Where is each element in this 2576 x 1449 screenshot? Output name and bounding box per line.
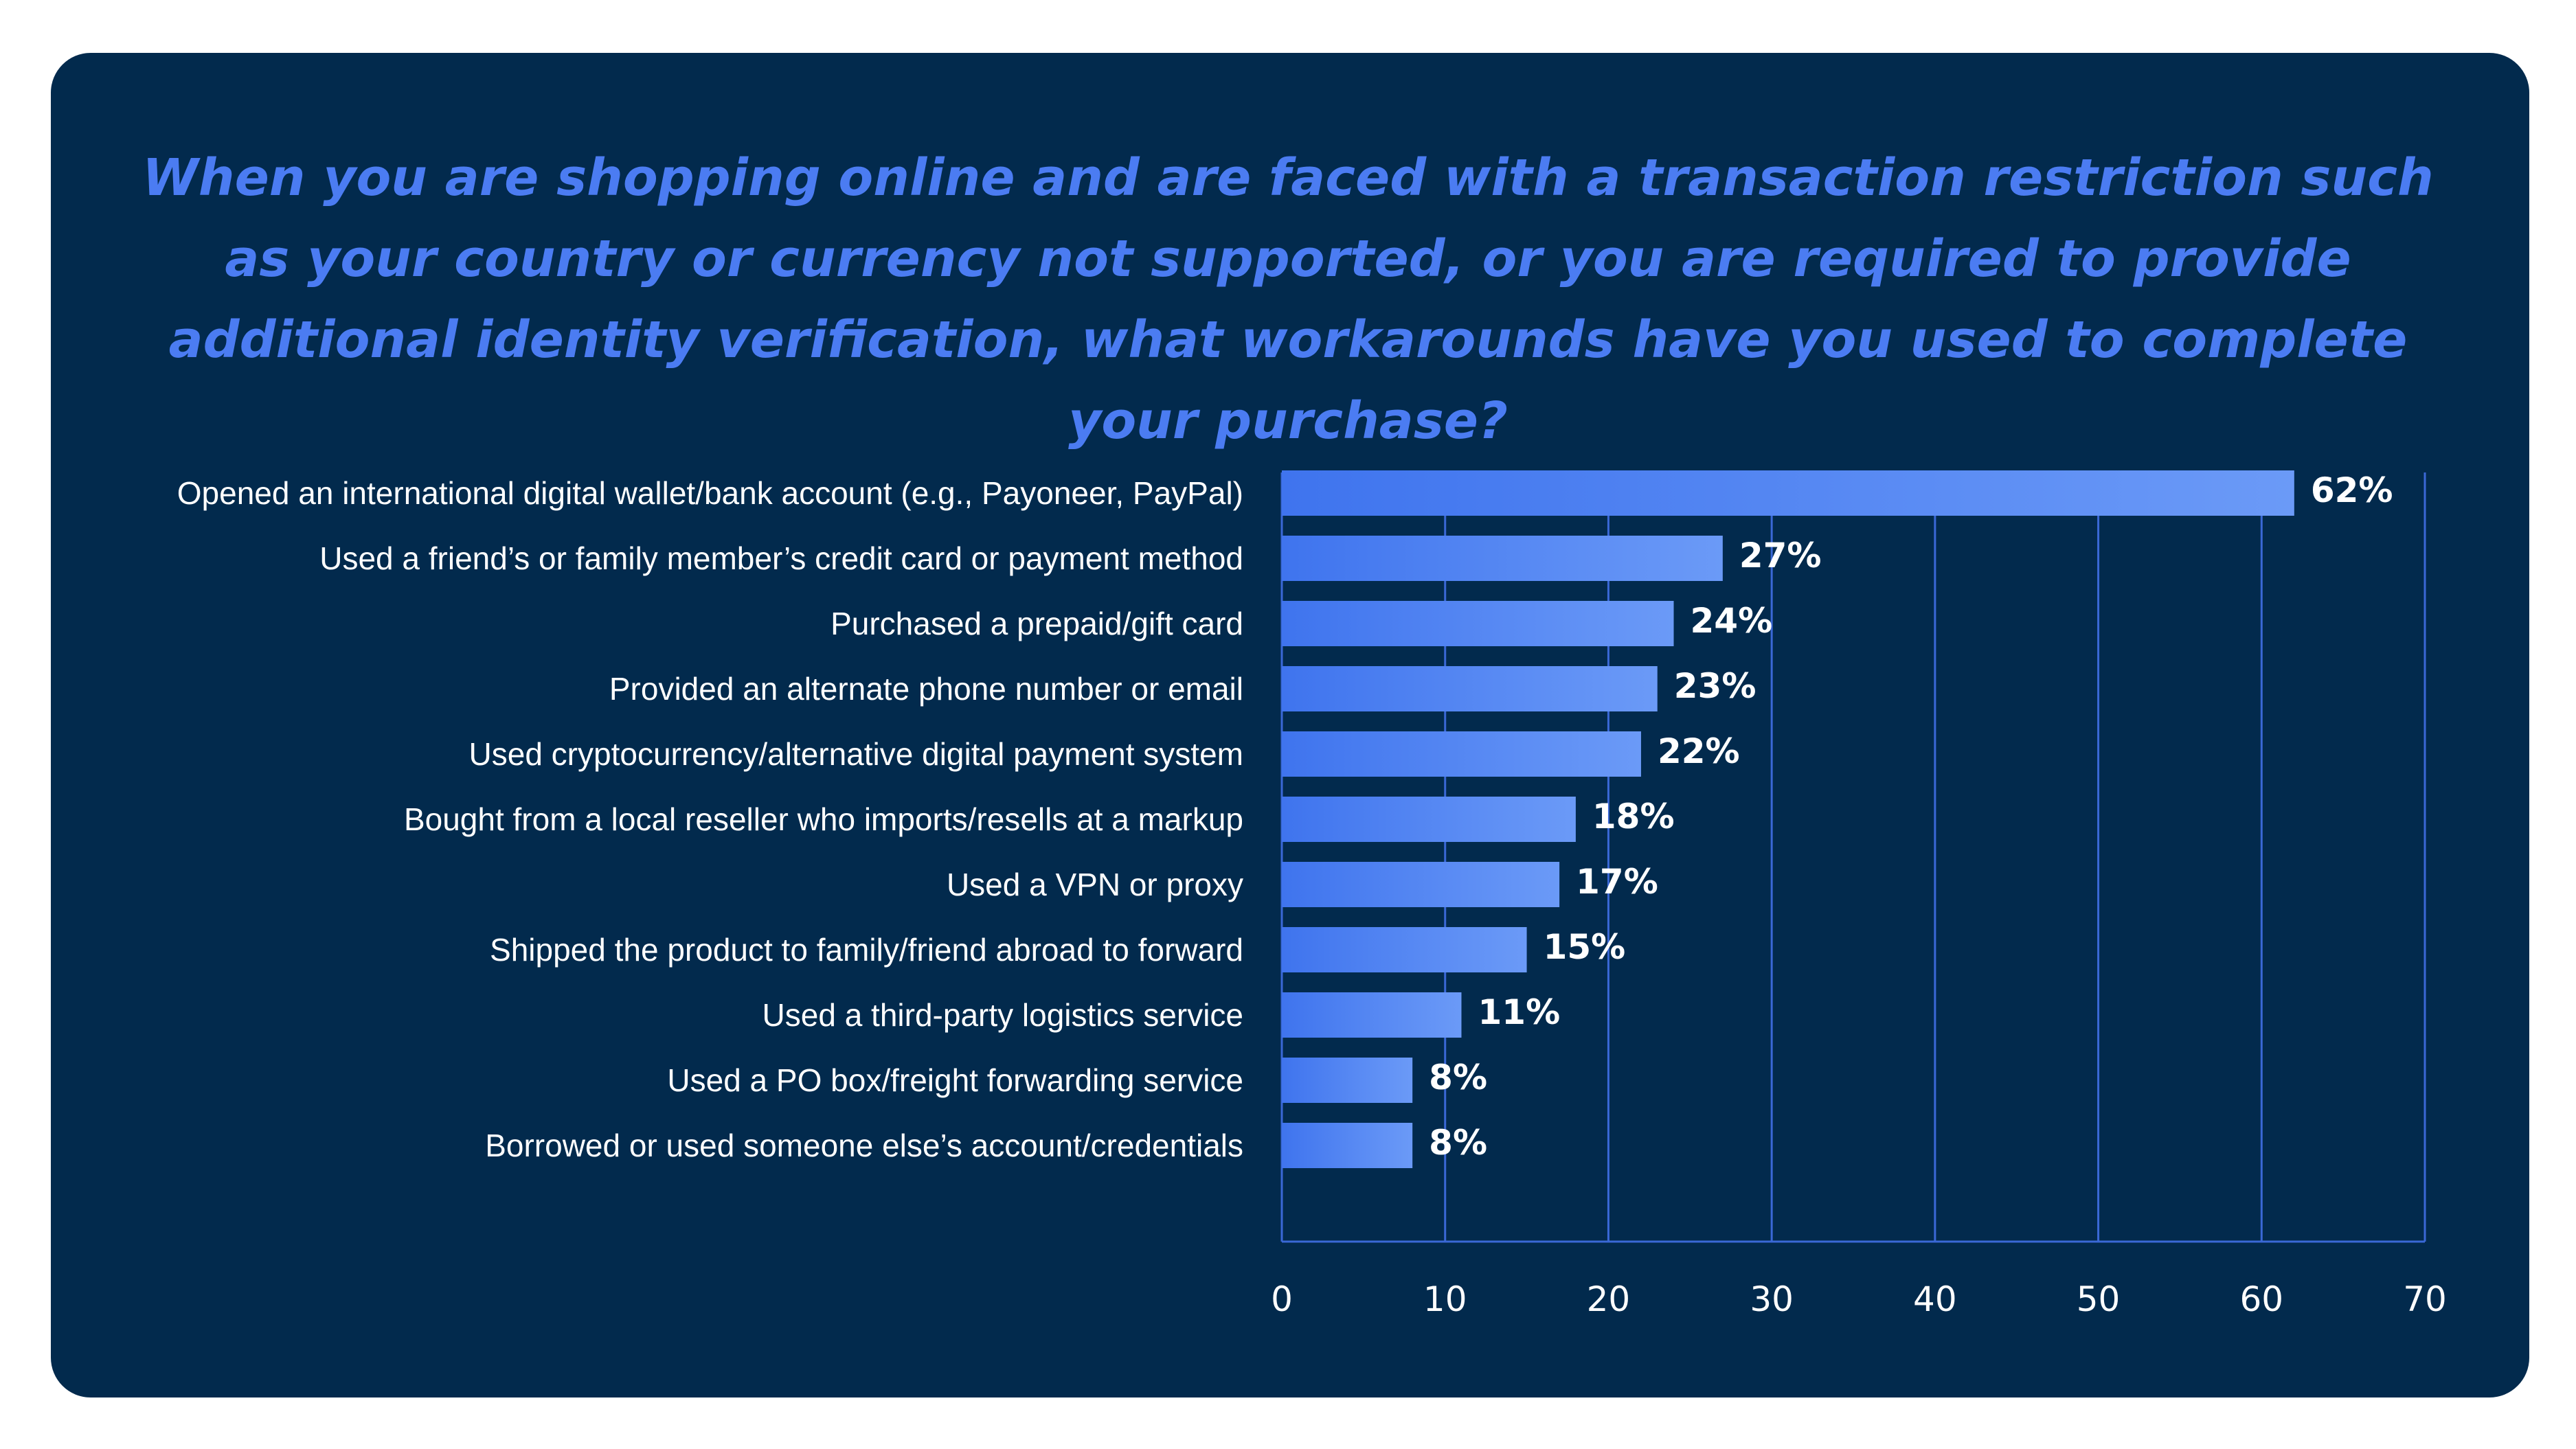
- category-label: Purchased a prepaid/gift card: [831, 606, 1243, 641]
- category-label: Borrowed or used someone else’s account/…: [485, 1128, 1243, 1163]
- bar: [1282, 862, 1560, 907]
- category-label: Used a VPN or proxy: [947, 867, 1243, 902]
- bar: [1282, 797, 1576, 842]
- chart-card: [51, 53, 2529, 1397]
- data-label: 27%: [1739, 536, 1822, 575]
- category-label: Bought from a local reseller who imports…: [404, 801, 1243, 837]
- category-label: Used a PO box/freight forwarding service: [667, 1062, 1243, 1098]
- category-label: Used a friend’s or family member’s credi…: [319, 540, 1243, 576]
- bar: [1282, 1123, 1413, 1168]
- data-label: 24%: [1691, 601, 1773, 641]
- bars: [1282, 470, 2294, 1168]
- category-label: Used cryptocurrency/alternative digital …: [469, 736, 1243, 772]
- x-tick-label: 60: [2239, 1279, 2283, 1319]
- bar: [1282, 1058, 1413, 1103]
- bar: [1282, 927, 1527, 972]
- bar: [1282, 666, 1658, 711]
- x-tick-label: 40: [1913, 1279, 1957, 1319]
- bar: [1282, 992, 1462, 1038]
- bar: [1282, 536, 1723, 581]
- data-label: 23%: [1674, 666, 1756, 706]
- x-tick-label: 70: [2403, 1279, 2447, 1319]
- bar: [1282, 731, 1641, 777]
- x-axis-ticks: 0 10 20 30 40 50 60 70: [1271, 1279, 2447, 1319]
- x-tick-label: 50: [2077, 1279, 2121, 1319]
- data-label: 8%: [1429, 1058, 1487, 1097]
- x-tick-label: 20: [1587, 1279, 1631, 1319]
- data-label: 17%: [1576, 862, 1658, 902]
- x-tick-label: 0: [1271, 1279, 1293, 1319]
- chart-title: When you are shopping online and are fac…: [142, 148, 2434, 450]
- bar: [1282, 470, 2294, 516]
- value-labels: 62% 27% 24% 23% 22% 18% 17% 15% 11% 8% 8%: [1429, 470, 2393, 1163]
- grid-lines: [1280, 472, 2426, 1243]
- x-tick-label: 10: [1423, 1279, 1467, 1319]
- data-label: 18%: [1592, 797, 1675, 836]
- x-tick-label: 30: [1750, 1279, 1794, 1319]
- data-label: 11%: [1478, 992, 1560, 1032]
- data-label: 22%: [1658, 731, 1740, 771]
- category-label: Used a third-party logistics service: [762, 997, 1243, 1033]
- data-label: 8%: [1429, 1123, 1487, 1163]
- category-labels: Opened an international digital wallet/b…: [177, 475, 1243, 1163]
- category-label: Provided an alternate phone number or em…: [609, 671, 1243, 707]
- bar: [1282, 601, 1674, 646]
- data-label: 62%: [2311, 470, 2393, 510]
- data-label: 15%: [1544, 927, 1626, 967]
- category-label: Opened an international digital wallet/b…: [177, 475, 1243, 511]
- category-label: Shipped the product to family/friend abr…: [490, 932, 1243, 968]
